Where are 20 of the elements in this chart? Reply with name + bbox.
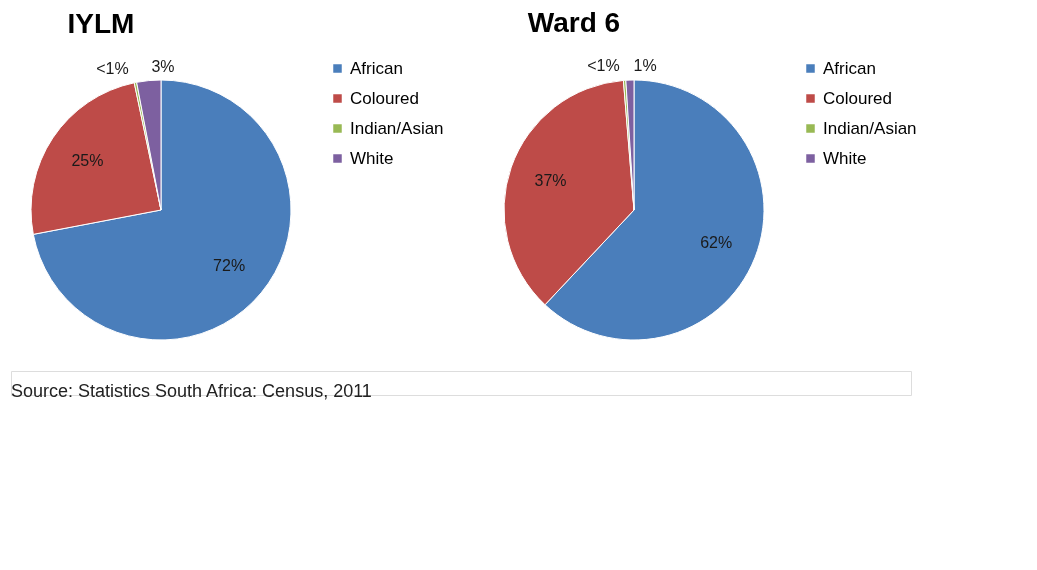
- data-label: <1%: [96, 59, 129, 77]
- source-note: Source: Statistics South Africa: Census, 2011: [11, 381, 372, 401]
- legend-label: African: [823, 58, 876, 78]
- legend-label: White: [823, 148, 867, 168]
- data-label: <1%: [587, 57, 620, 75]
- legend-label: Indian/Asian: [823, 118, 917, 138]
- legend-label: Coloured: [823, 88, 892, 108]
- data-label: 62%: [700, 233, 733, 251]
- legend-label: Coloured: [350, 88, 419, 108]
- legend-label: White: [350, 148, 394, 168]
- data-label: 25%: [71, 152, 104, 169]
- legend-label: Indian/Asian: [350, 118, 444, 138]
- legend-label: African: [350, 58, 403, 78]
- data-label: 1%: [633, 57, 657, 75]
- data-label: 72%: [213, 257, 246, 275]
- data-label: 37%: [534, 171, 567, 189]
- pie-slice: [32, 79, 292, 341]
- chart-title: IYLM: [67, 7, 135, 39]
- chart-title: Ward 6: [527, 7, 621, 39]
- data-label: 3%: [151, 57, 175, 75]
